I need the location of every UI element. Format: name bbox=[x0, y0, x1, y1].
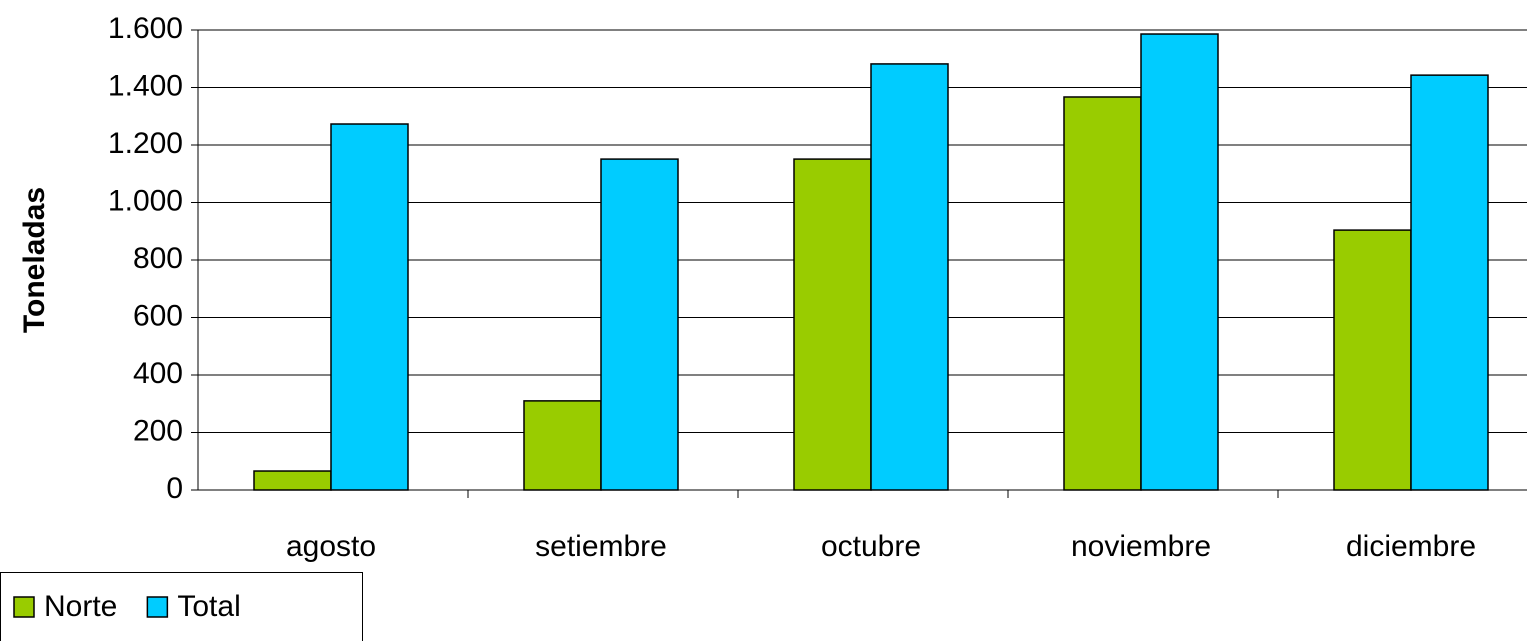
legend-box bbox=[0, 572, 363, 641]
y-tick-label: 600 bbox=[133, 299, 183, 332]
legend-swatch bbox=[13, 596, 35, 618]
legend-swatch bbox=[146, 596, 169, 618]
bar bbox=[330, 123, 409, 491]
y-tick-label: 800 bbox=[133, 242, 183, 275]
bar bbox=[1063, 96, 1142, 491]
y-tick-label: 1.600 bbox=[108, 12, 183, 45]
y-tick-label: 400 bbox=[133, 357, 183, 390]
bar bbox=[870, 63, 949, 491]
legend-label: Total bbox=[177, 590, 240, 623]
x-tick-label: agosto bbox=[286, 530, 376, 563]
bar bbox=[523, 400, 602, 491]
legend-label: Norte bbox=[44, 590, 117, 623]
bar bbox=[600, 158, 679, 491]
bar bbox=[793, 158, 872, 491]
y-tick-label: 0 bbox=[166, 472, 183, 505]
x-tick-label: noviembre bbox=[1071, 530, 1211, 563]
y-axis-label: Toneladas bbox=[18, 187, 51, 333]
y-tick-label: 1.000 bbox=[108, 184, 183, 217]
y-tick-label: 1.200 bbox=[108, 127, 183, 160]
bar bbox=[1410, 74, 1489, 491]
x-tick-label: diciembre bbox=[1346, 530, 1476, 563]
bar bbox=[253, 470, 332, 491]
y-tick-label: 200 bbox=[133, 414, 183, 447]
y-tick-label: 1.400 bbox=[108, 69, 183, 102]
bar bbox=[1140, 33, 1219, 491]
bar bbox=[1333, 229, 1412, 491]
x-tick-label: setiembre bbox=[535, 530, 667, 563]
x-tick-label: octubre bbox=[821, 530, 921, 563]
